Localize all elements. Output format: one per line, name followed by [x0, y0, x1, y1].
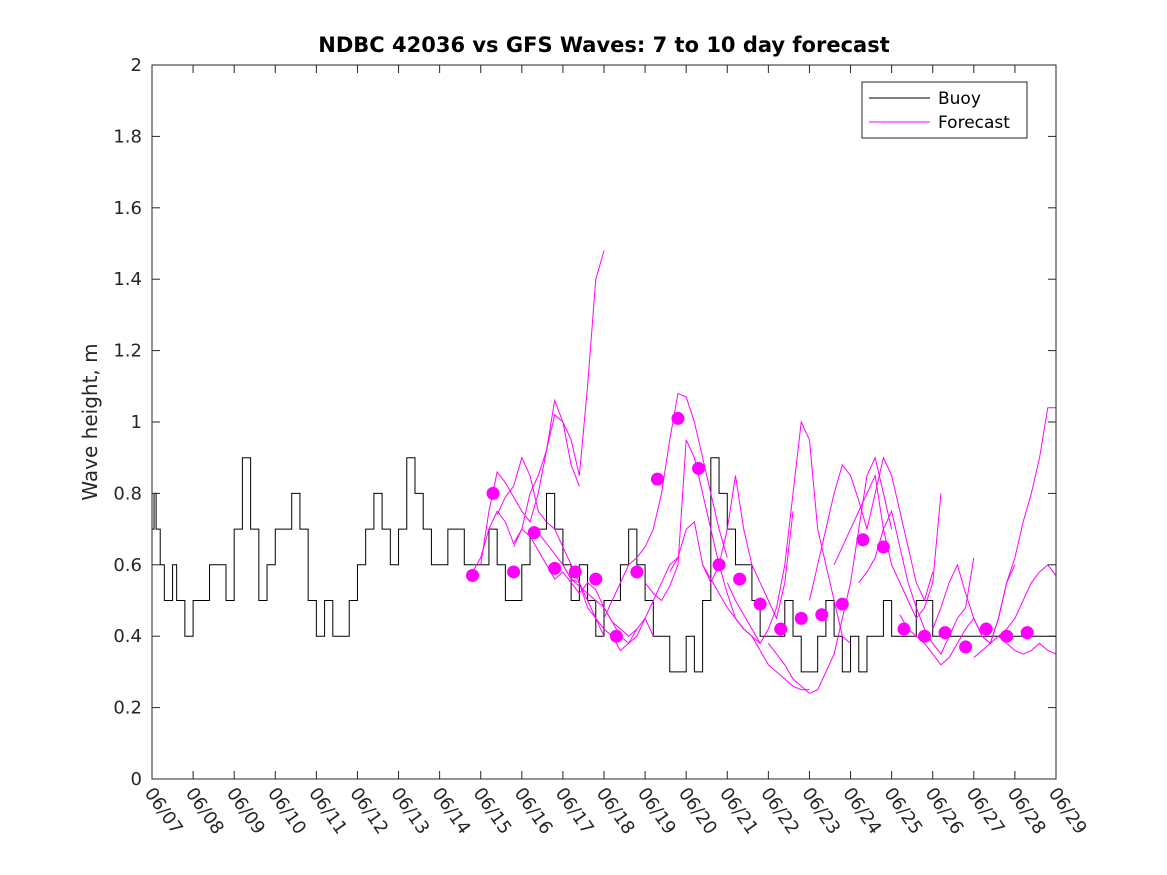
forecast-marker: [692, 461, 706, 475]
forecast-marker: [815, 608, 829, 622]
forecast-marker: [1020, 626, 1034, 640]
y-tick-label: 0.2: [113, 698, 142, 719]
y-tick-label: 1.4: [113, 269, 142, 290]
forecast-line-17: [932, 407, 1056, 645]
legend-box: [861, 81, 1028, 139]
forecast-marker: [794, 611, 808, 625]
forecast-marker: [568, 565, 582, 579]
forecast-marker: [856, 533, 870, 547]
forecast-marker: [589, 572, 603, 586]
y-tick-label: 0.4: [113, 626, 142, 647]
forecast-line-7: [603, 392, 728, 619]
forecast-line-11: [726, 420, 851, 645]
y-tick-label: 1.8: [113, 126, 142, 147]
forecast-line-6: [562, 557, 679, 652]
forecast-marker: [918, 629, 932, 643]
forecast-marker: [548, 561, 562, 575]
y-tick-label: 1.6: [113, 198, 142, 219]
forecast-marker: [671, 411, 685, 425]
legend-forecast-label: Forecast: [938, 113, 1010, 133]
forecast-line-19: [998, 635, 1056, 655]
forecast-marker: [897, 622, 911, 636]
y-tick-label: 1: [131, 412, 142, 433]
forecast-marker: [630, 565, 644, 579]
chart-title: NDBC 42036 vs GFS Waves: 7 to 10 day for…: [318, 33, 889, 57]
buoy-series-line: [152, 457, 1056, 673]
legend-buoy-label: Buoy: [938, 89, 981, 109]
forecast-marker: [876, 540, 890, 554]
forecast-line-12: [767, 456, 893, 694]
forecast-line-1: [472, 250, 605, 573]
forecast-marker: [527, 526, 541, 540]
y-tick-label: 0.6: [113, 555, 142, 576]
forecast-marker: [650, 472, 664, 486]
forecast-line-3: [496, 456, 605, 637]
y-tick-label: 1.2: [113, 341, 142, 362]
forecast-marker: [959, 640, 973, 654]
forecast-line-4: [513, 528, 638, 637]
y-tick-label: 2: [131, 55, 142, 76]
plot-area: [152, 250, 1056, 694]
forecast-marker: [486, 486, 500, 500]
forecast-line-13: [808, 456, 934, 602]
forecast-line-10: [702, 564, 810, 691]
forecast-marker: [938, 626, 952, 640]
forecast-marker: [609, 629, 623, 643]
forecast-marker: [979, 622, 993, 636]
y-tick-label: 0.8: [113, 483, 142, 504]
forecast-line-18: [973, 564, 1056, 658]
legend: Buoy Forecast: [861, 81, 1028, 139]
forecast-marker: [835, 597, 849, 611]
forecast-marker: [733, 572, 747, 586]
forecast-line-2: [480, 413, 580, 565]
forecast-marker: [753, 597, 767, 611]
forecast-marker: [712, 558, 726, 572]
forecast-marker: [507, 565, 521, 579]
forecast-marker: [466, 569, 480, 583]
forecast-line-9: [669, 475, 794, 620]
plot-clipped-group: [152, 250, 1056, 694]
forecast-line-5: [537, 532, 654, 645]
forecast-marker: [774, 622, 788, 636]
y-axis-label: Wave height, m: [78, 343, 102, 500]
forecast-marker: [1000, 629, 1014, 643]
y-tick-label: 0: [131, 769, 142, 790]
